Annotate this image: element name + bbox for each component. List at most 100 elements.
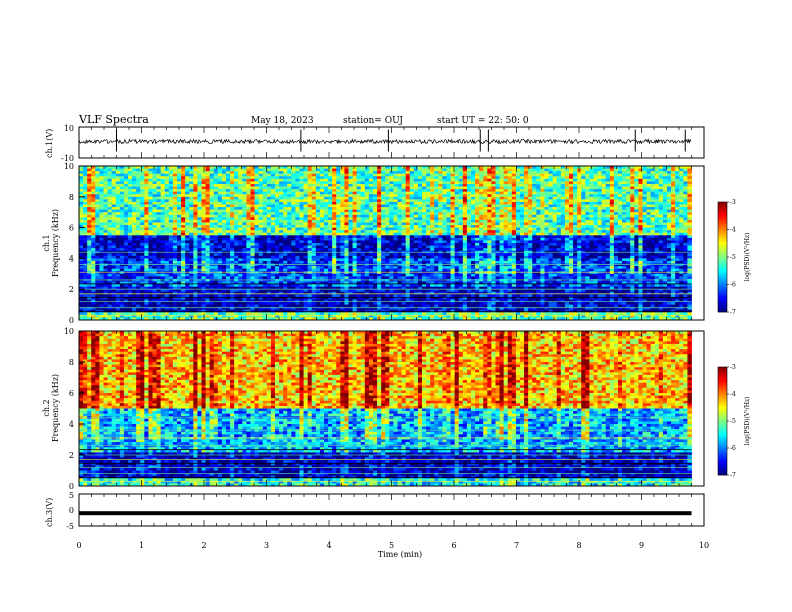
colorbar-segment	[718, 239, 727, 241]
colorbar-segment	[718, 224, 727, 226]
colorbar-segment	[718, 279, 727, 281]
colorbar-segment	[718, 274, 727, 276]
colorbar-segment	[718, 235, 727, 237]
colorbar-tick-label: -5	[730, 418, 736, 425]
colorbar-segment	[718, 263, 727, 265]
colorbar-segment	[718, 275, 727, 277]
colorbar-segment	[718, 430, 727, 432]
colorbar-segment	[718, 222, 727, 224]
colorbar-segment	[718, 261, 727, 263]
ch1-waveform-trace	[79, 130, 691, 152]
x-tick-label: 6	[451, 541, 456, 550]
ch1-spectrogram-ytick-label: 10	[64, 162, 74, 171]
colorbar-segment	[718, 383, 727, 385]
colorbar-segment	[718, 448, 727, 450]
colorbar-segment	[718, 255, 727, 257]
colorbar-tick-label: -3	[730, 199, 736, 206]
colorbar-segment	[718, 394, 727, 396]
ch1-spectrogram-ytick-label: 2	[69, 285, 74, 294]
colorbar-segment	[718, 215, 727, 217]
colorbar-label: log(PSD)(V²/Hz)	[744, 397, 751, 446]
colorbar-tick-label: -4	[730, 227, 736, 234]
x-tick-label: 7	[514, 541, 519, 550]
x-tick-label: 8	[576, 541, 581, 550]
x-axis-label: Time (min)	[378, 550, 422, 559]
ch3-waveform-panel: 5 0 -5 ch.3(V)	[45, 491, 704, 531]
colorbar-segment	[718, 453, 727, 455]
colorbar-segment	[718, 401, 727, 403]
x-tick-label: 0	[76, 541, 81, 550]
colorbar-segment	[718, 387, 727, 389]
x-tick-label: 9	[639, 541, 644, 550]
ch2-spectrogram-ylabel-channel: ch.2	[42, 399, 51, 416]
colorbar-segment	[718, 220, 727, 222]
date-label: May 18, 2023	[251, 116, 314, 126]
colorbar-segment	[718, 204, 727, 206]
ch3-ytick-mid: 0	[69, 506, 74, 515]
colorbar-segment	[718, 459, 727, 461]
colorbar-segment	[718, 378, 727, 380]
colorbar-segment	[718, 381, 727, 383]
colorbar-segment	[718, 283, 727, 285]
ch1-noise-line	[79, 140, 691, 144]
colorbar-segment	[718, 389, 727, 391]
figure-title: VLF Spectra	[78, 113, 149, 126]
colorbar-segment	[718, 412, 727, 414]
colorbar-segment	[718, 392, 727, 394]
colorbar-segment	[718, 233, 727, 235]
colorbar-segment	[718, 209, 727, 211]
x-tick-label: 2	[201, 541, 206, 550]
colorbar-segment	[718, 288, 727, 290]
colorbar-segment	[718, 297, 727, 299]
colorbar-segment	[718, 270, 727, 272]
colorbar-segment	[718, 264, 727, 266]
colorbar-segment	[718, 457, 727, 459]
colorbar-segment	[718, 305, 727, 307]
colorbar-segment	[718, 244, 727, 246]
colorbar-segment	[718, 369, 727, 371]
ch2-spectrogram-ytick-label: 2	[69, 451, 74, 460]
colorbar-segment	[718, 372, 727, 374]
colorbar-segment	[718, 380, 727, 382]
colorbar-segment	[718, 441, 727, 443]
colorbar-tick-label: -6	[730, 282, 736, 289]
colorbar-segment	[718, 248, 727, 250]
colorbar-segment	[718, 443, 727, 445]
colorbar-segment	[718, 403, 727, 405]
colorbar-tick-label: -7	[730, 309, 736, 316]
colorbar-segment	[718, 253, 727, 255]
colorbar-segment	[718, 292, 727, 294]
ch2-spectrogram-ytick-label: 4	[69, 420, 74, 429]
ch3-ytick-bottom: -5	[66, 522, 74, 531]
x-tick-label: 5	[389, 541, 394, 550]
ch3-ylabel: ch.3(V)	[45, 498, 54, 527]
colorbar-segment	[718, 208, 727, 210]
colorbar-segment	[718, 219, 727, 221]
ch1-spectrogram-image	[79, 166, 692, 320]
start-time-label: start UT = 22: 50: 0	[437, 116, 529, 126]
colorbar-segment	[718, 307, 727, 309]
colorbar-segment	[718, 462, 727, 464]
colorbar-segment	[718, 376, 727, 378]
ch1-spectrogram-ylabel-channel: ch.1	[42, 234, 51, 251]
colorbar-segment	[718, 228, 727, 230]
colorbar-segment	[718, 374, 727, 376]
ch3-ytick-top: 5	[69, 491, 74, 500]
colorbar-segment	[718, 464, 727, 466]
colorbar-segment	[718, 301, 727, 303]
ch1-spectrogram-ytick-label: 0	[69, 316, 74, 325]
colorbar-segment	[718, 211, 727, 213]
colorbar-segment	[718, 230, 727, 232]
colorbar-segment	[718, 470, 727, 472]
colorbar-segment	[718, 385, 727, 387]
colorbar-segment	[718, 446, 727, 448]
colorbar-segment	[718, 259, 727, 261]
colorbar-segment	[718, 468, 727, 470]
ch3-waveform-trace	[79, 511, 692, 515]
colorbar-segment	[718, 303, 727, 305]
ch2-spectrogram-ytick-label: 8	[69, 358, 74, 367]
colorbar-segment	[718, 434, 727, 436]
colorbar-segment	[718, 213, 727, 215]
